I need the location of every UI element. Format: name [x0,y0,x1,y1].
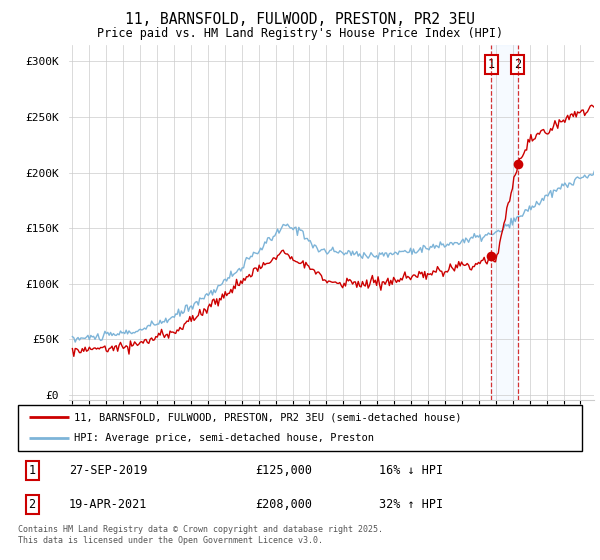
Text: HPI: Average price, semi-detached house, Preston: HPI: Average price, semi-detached house,… [74,433,374,444]
Text: 1: 1 [29,464,35,477]
Text: 2: 2 [514,58,521,71]
Text: 16% ↓ HPI: 16% ↓ HPI [379,464,443,477]
Text: £125,000: £125,000 [255,464,312,477]
Bar [491,45,518,400]
Text: 11, BARNSFOLD, FULWOOD, PRESTON, PR2 3EU (semi-detached house): 11, BARNSFOLD, FULWOOD, PRESTON, PR2 3EU… [74,412,462,422]
Text: Price paid vs. HM Land Registry's House Price Index (HPI): Price paid vs. HM Land Registry's House … [97,27,503,40]
Text: 27-SEP-2019: 27-SEP-2019 [69,464,147,477]
Text: £208,000: £208,000 [255,498,312,511]
Text: 11, BARNSFOLD, FULWOOD, PRESTON, PR2 3EU: 11, BARNSFOLD, FULWOOD, PRESTON, PR2 3EU [125,12,475,27]
Text: 32% ↑ HPI: 32% ↑ HPI [379,498,443,511]
Text: 1: 1 [488,58,495,71]
Text: Contains HM Land Registry data © Crown copyright and database right 2025.
This d: Contains HM Land Registry data © Crown c… [18,525,383,545]
Text: 2: 2 [29,498,35,511]
Text: 19-APR-2021: 19-APR-2021 [69,498,147,511]
